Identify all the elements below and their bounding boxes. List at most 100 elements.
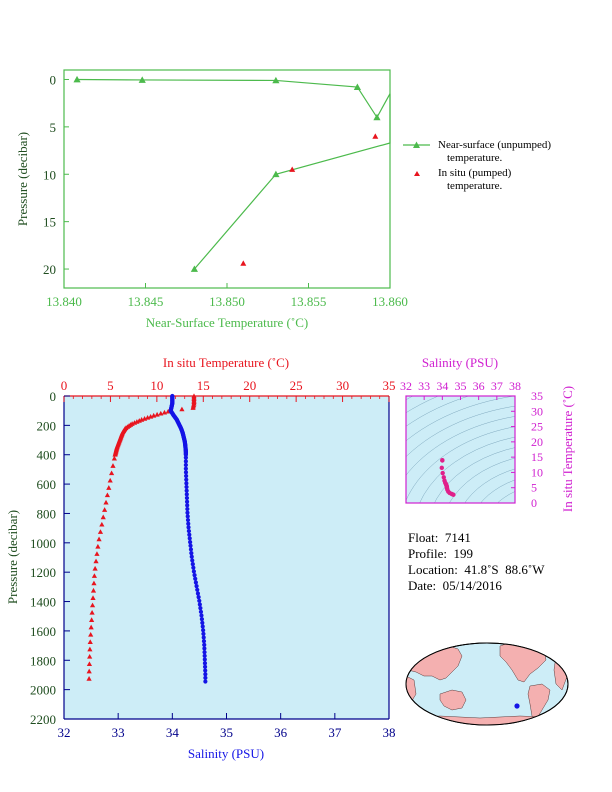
salinity-point (198, 609, 204, 614)
ts-y-tick-label: 20 (531, 435, 543, 449)
top-y-label: Pressure (decibar) (15, 132, 30, 226)
near-surface-point (353, 83, 361, 90)
temperature-tick-label: 5 (107, 378, 114, 393)
ts-x-tick-label: 33 (418, 379, 430, 393)
ts-point (439, 465, 444, 471)
temperature-point (148, 413, 154, 419)
temperature-tick-label: 35 (383, 378, 396, 393)
salinity-point (198, 606, 203, 611)
ts-x-tick-label: 34 (436, 379, 448, 393)
temperature-point (91, 573, 98, 578)
temperature-point (99, 521, 105, 527)
temperature-point (106, 485, 112, 490)
legend-label-in-situ-2: temperature. (447, 180, 503, 192)
temperature-point (88, 624, 94, 630)
salinity-point (192, 573, 197, 578)
salinity-point (200, 624, 205, 629)
temperature-point (86, 676, 92, 681)
salinity-point (183, 459, 188, 464)
temperature-point (91, 580, 97, 586)
salinity-point (187, 532, 192, 537)
salinity-point (202, 646, 207, 651)
temperature-point (90, 587, 97, 593)
near-surface-point (138, 76, 146, 83)
temperature-point (161, 409, 168, 415)
temperature-tick-label: 15 (197, 378, 210, 393)
salinity-point (189, 550, 194, 556)
map-float-location-marker (514, 703, 520, 709)
salinity-point (203, 675, 208, 680)
in-situ-point (372, 133, 379, 139)
temperature-point (87, 654, 93, 659)
temperature-point (89, 602, 96, 608)
ts-y-label: In situ Temperature (˚C) (560, 386, 575, 512)
temperature-point (190, 405, 196, 410)
top-legend: Near-surface (unpumped) temperature. In … (403, 139, 551, 192)
temperature-point (110, 463, 116, 468)
temperature-tick-label: 30 (336, 378, 349, 393)
in-situ-point (240, 260, 247, 266)
ts-points (439, 458, 456, 497)
salinity-point (201, 635, 206, 640)
salinity-point (187, 536, 192, 541)
ts-y-tick-label: 30 (531, 404, 543, 418)
salinity-point (195, 591, 201, 596)
top-x-tick-label: 13.850 (209, 294, 245, 309)
salinity-point (188, 543, 193, 548)
temperature-point (86, 668, 92, 674)
ts-y-tick-label: 10 (531, 465, 543, 479)
temperature-point (87, 646, 93, 652)
salinity-point (183, 470, 189, 475)
top-x-tick-label: 13.855 (291, 294, 327, 309)
ts-point (440, 458, 445, 463)
salinity-point (196, 595, 201, 600)
ts-y-tick-label: 25 (531, 420, 543, 434)
pressure-tick-label: 2000 (30, 683, 56, 698)
legend-label-near-surface: Near-surface (unpumped) (438, 139, 551, 151)
salinity-tick-label: 34 (166, 725, 180, 740)
top-y-ticks: 0 5 10 15 20 (43, 72, 69, 277)
pressure-tick-label: 800 (37, 506, 57, 521)
temperature-point (100, 514, 106, 520)
pressure-tick-label: 1200 (30, 565, 56, 580)
salinity-point (185, 503, 190, 508)
salinity-point (201, 631, 206, 636)
temperature-point (142, 416, 148, 421)
salinity-point (201, 628, 206, 633)
salinity-point (193, 580, 198, 585)
temperature-point (108, 470, 115, 476)
temperature-point (103, 499, 109, 505)
top-series (73, 75, 391, 272)
ts-background (406, 396, 515, 503)
temperature-point (107, 477, 113, 483)
salinity-point (203, 679, 208, 684)
top-y-tick-label: 10 (43, 167, 56, 182)
near-surface-chart: 13.840 13.845 13.850 13.855 13.860 05101520 … (15, 69, 551, 330)
salinity-point (190, 558, 195, 563)
salinity-point (185, 506, 190, 512)
salinity-point (190, 562, 195, 567)
salinity-point (202, 650, 207, 655)
salinity-point (197, 598, 202, 603)
profile-chart-background (64, 396, 389, 719)
ts-y-tick-label: 15 (531, 450, 543, 464)
pressure-tick-label: 0 (50, 389, 57, 404)
temperature-point (90, 595, 96, 600)
temperature-point (95, 543, 101, 549)
ts-x-tick-label: 32 (400, 379, 412, 393)
temperature-point (179, 406, 185, 412)
ts-x-tick-label: 38 (509, 379, 521, 393)
top-y-tick-label: 5 (50, 120, 57, 135)
salinity-point (185, 517, 191, 523)
salinity-point (184, 492, 189, 497)
ts-point (451, 492, 456, 497)
top-x-ticks: 13.840 13.845 13.850 13.855 13.860 (46, 283, 408, 309)
ts-x-label: Salinity (PSU) (422, 355, 498, 370)
salinity-point (185, 510, 190, 515)
pressure-tick-label: 1800 (30, 653, 56, 668)
salinity-point (199, 613, 204, 618)
top-x-tick-label: 13.860 (372, 294, 408, 309)
date-value: 05/14/2016 (442, 578, 502, 593)
